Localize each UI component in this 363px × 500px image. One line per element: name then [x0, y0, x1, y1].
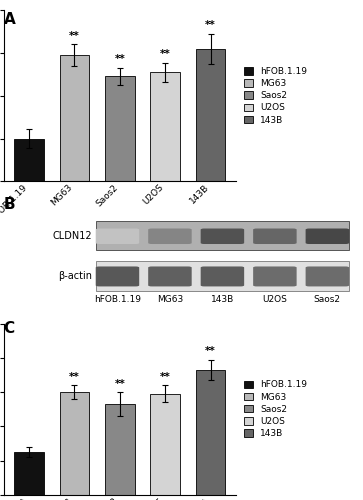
Legend: hFOB.1.19, MG63, Saos2, U2OS, 143B: hFOB.1.19, MG63, Saos2, U2OS, 143B	[244, 67, 307, 124]
Text: **: **	[69, 372, 80, 382]
Bar	[96, 261, 349, 290]
FancyBboxPatch shape	[96, 228, 139, 244]
Text: **: **	[205, 20, 216, 30]
Text: B: B	[4, 197, 15, 212]
Bar	[196, 370, 225, 495]
Bar	[150, 394, 180, 495]
Bar	[60, 392, 89, 495]
Text: 143B: 143B	[211, 295, 234, 304]
Text: **: **	[114, 378, 125, 388]
Text: Saos2: Saos2	[314, 295, 341, 304]
FancyBboxPatch shape	[253, 266, 297, 286]
FancyBboxPatch shape	[253, 228, 297, 244]
FancyBboxPatch shape	[148, 266, 192, 286]
FancyBboxPatch shape	[201, 228, 244, 244]
Text: **: **	[205, 346, 216, 356]
Bar	[196, 48, 225, 182]
FancyBboxPatch shape	[201, 266, 244, 286]
Legend: hFOB.1.19, MG63, Saos2, U2OS, 143B: hFOB.1.19, MG63, Saos2, U2OS, 143B	[244, 380, 307, 438]
Bar	[150, 72, 180, 182]
Bar	[60, 55, 89, 182]
Text: **: **	[160, 50, 171, 59]
Text: A: A	[4, 12, 15, 28]
Text: **: **	[114, 54, 125, 64]
FancyBboxPatch shape	[148, 228, 192, 244]
Text: CLDN12: CLDN12	[53, 230, 93, 240]
Bar	[105, 404, 135, 495]
Bar	[14, 452, 44, 495]
Bar	[14, 138, 44, 182]
Text: U2OS: U2OS	[262, 295, 287, 304]
Text: hFOB.1.19: hFOB.1.19	[94, 295, 141, 304]
Bar	[96, 220, 349, 250]
Text: **: **	[160, 372, 171, 382]
Text: β-actin: β-actin	[58, 271, 93, 281]
FancyBboxPatch shape	[306, 228, 349, 244]
Text: C: C	[4, 321, 15, 336]
Text: MG63: MG63	[157, 295, 183, 304]
Bar	[105, 76, 135, 182]
FancyBboxPatch shape	[96, 266, 139, 286]
Text: **: **	[69, 31, 80, 41]
FancyBboxPatch shape	[306, 266, 349, 286]
